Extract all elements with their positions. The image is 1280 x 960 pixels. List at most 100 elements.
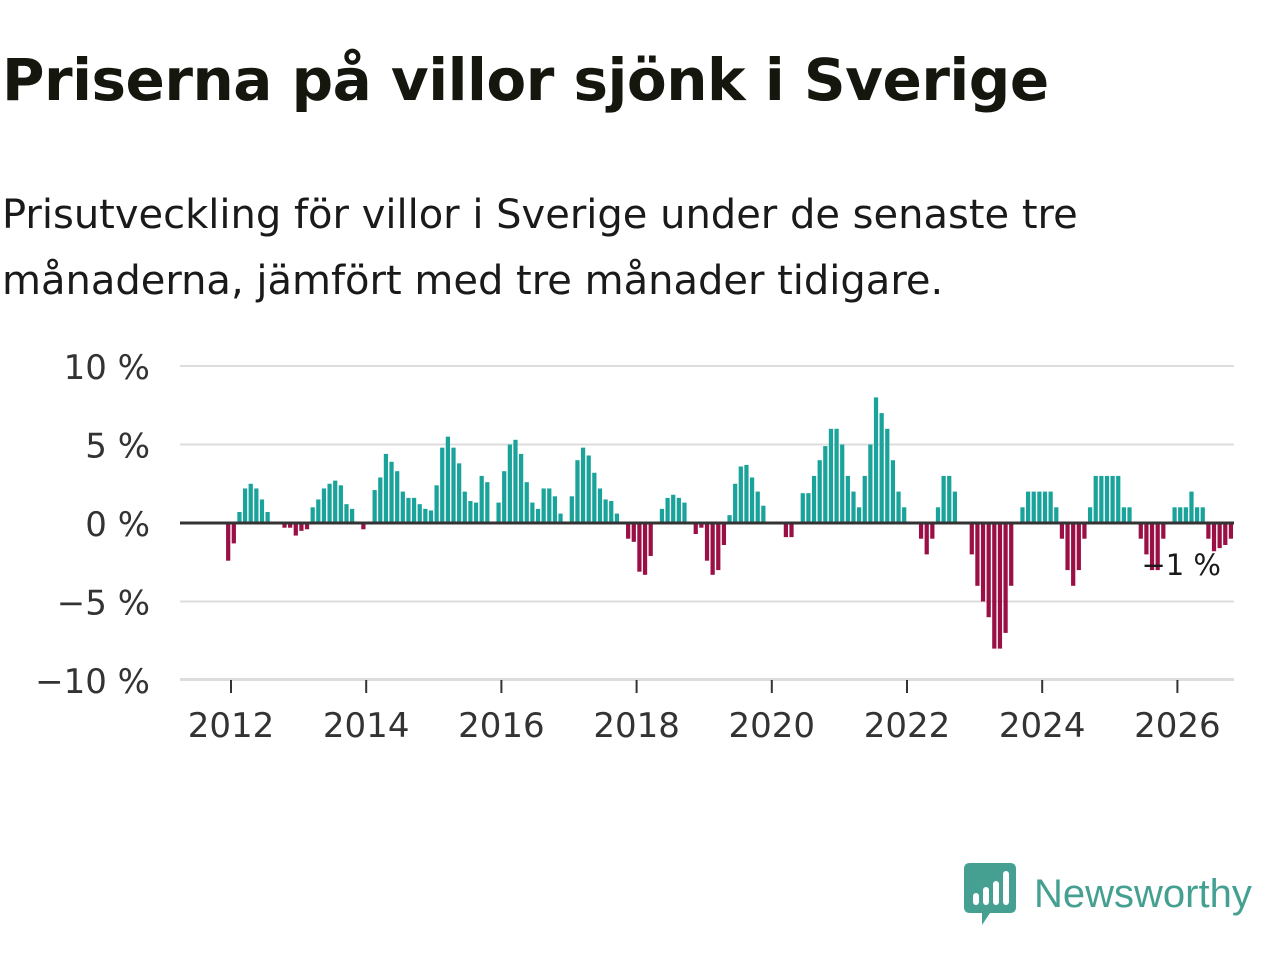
bar [1223,523,1228,545]
bar [997,523,1003,649]
bar [395,471,400,523]
bar [535,508,541,523]
bar [924,523,929,555]
bar [541,488,546,523]
bar-series [226,397,1234,649]
y-tick-label: 10 % [64,348,150,388]
bar [338,485,343,523]
bar [513,439,518,523]
y-tick-label: −5 % [57,584,150,624]
bar [1200,507,1205,523]
bar [327,483,332,523]
bar [1037,491,1042,523]
annotations: −1 % [1141,548,1221,582]
bar [462,491,467,523]
bar [1178,507,1183,523]
bar [575,460,580,523]
bar [1211,523,1217,552]
bar [344,504,349,523]
bar [659,508,665,523]
x-tick-label: 2024 [999,706,1086,746]
bar [783,523,788,538]
bar [902,507,907,523]
bar [699,523,704,528]
bar [665,497,670,523]
bar [710,523,715,575]
bar [1206,523,1211,539]
bar [1189,491,1194,523]
bar [1009,523,1014,586]
bar [434,485,439,523]
bar [569,496,574,523]
bar [304,523,310,530]
bar [693,523,698,534]
bar [806,493,811,523]
bar [1048,491,1053,523]
bar [468,501,473,523]
bar [231,523,236,544]
bar [676,497,681,523]
bar [749,477,755,523]
bar [316,499,321,523]
x-tick-label: 2016 [458,706,545,746]
bar [1138,523,1143,539]
bar [1087,507,1093,523]
bar [378,477,383,523]
y-tick-label: −10 % [35,662,150,702]
bar [1144,523,1149,555]
bar [1003,523,1008,633]
bar [738,466,743,523]
bar [592,472,597,523]
x-tick-label: 2026 [1134,706,1221,746]
bar [811,475,817,523]
bar [288,523,293,528]
bar [530,502,535,523]
bar [992,523,997,649]
chart-subtitle: Prisutveckling för villor i Sverige unde… [2,192,1078,304]
x-tick-label: 2020 [729,706,816,746]
bar [524,482,529,523]
bar [626,523,631,539]
bar [1149,523,1155,571]
bar [333,480,338,523]
bar [1031,491,1036,523]
bar [237,512,242,523]
bar [704,523,710,561]
bar [428,510,434,523]
bar [648,523,653,556]
bar [682,502,687,523]
bar [299,523,304,531]
bar [248,483,253,523]
bar [519,453,524,523]
bar [896,491,901,523]
bar [1071,523,1076,586]
bar [473,502,479,523]
bar [321,488,327,523]
chart-title: Priserna på villor sjönk i Sverige [2,46,1049,114]
bar [597,488,603,523]
bar [580,447,586,523]
bar [879,413,884,523]
bar [789,523,794,538]
bar [507,444,512,523]
bar [930,523,935,539]
bar [254,488,259,523]
bar [226,523,231,561]
bar [727,515,732,523]
bar [400,491,405,523]
bar [547,488,552,523]
bar [457,463,462,523]
bar [1076,523,1081,571]
bar [406,497,411,523]
bar [282,523,287,528]
bar [947,475,952,523]
chart-bubble-icon [964,863,1016,925]
bar [1110,475,1115,523]
bar [552,496,558,523]
bar [350,508,355,523]
bar [834,428,839,523]
bar [1217,523,1222,549]
bar [1127,507,1132,523]
bar [1020,507,1025,523]
bar [361,523,366,530]
